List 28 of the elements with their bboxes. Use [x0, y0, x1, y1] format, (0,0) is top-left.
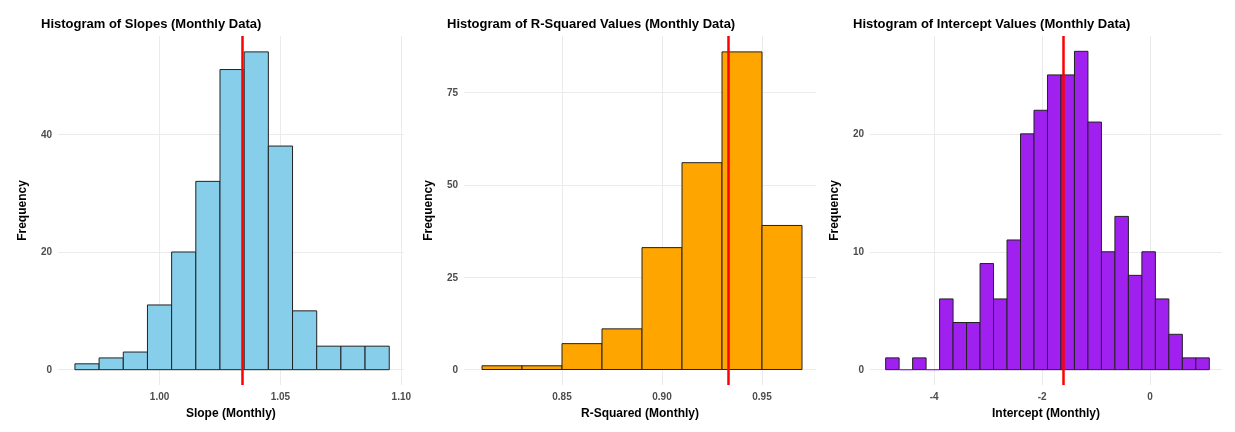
y-tick-label: 10 — [852, 246, 865, 258]
chart-title: Histogram of Intercept Values (Monthly Data) — [853, 16, 1131, 31]
y-axis-title: Frequency — [421, 179, 435, 241]
x-tick-label: 0.90 — [652, 390, 673, 402]
x-axis-title: Intercept (Monthly) — [992, 406, 1100, 420]
x-tick-label: 1.10 — [391, 390, 412, 402]
y-tick-label: 50 — [446, 179, 459, 191]
y-tick-label: 20 — [852, 128, 865, 140]
y-tick-label: 0 — [858, 364, 865, 376]
x-tick-label: -4 — [929, 390, 940, 402]
y-tick-label: 0 — [452, 363, 459, 375]
x-tick-label: 0.95 — [752, 390, 773, 402]
x-tick-label: 0 — [1147, 390, 1154, 402]
x-axis-title: R-Squared (Monthly) — [581, 406, 699, 420]
y-tick-label: 75 — [446, 87, 459, 98]
y-axis-title: Frequency — [15, 179, 29, 241]
y-tick-label: 20 — [40, 246, 53, 258]
x-tick-label: 0.85 — [552, 390, 573, 402]
chart-title: Histogram of R-Squared Values (Monthly Data) — [447, 16, 736, 31]
x-tick-label: 1.05 — [270, 390, 291, 402]
chart-title: Histogram of Slopes (Monthly Data) — [41, 16, 262, 31]
y-tick-label: 25 — [446, 271, 459, 283]
y-tick-label: 40 — [40, 128, 53, 140]
x-tick-label: 1.00 — [149, 390, 170, 402]
y-tick-label: 0 — [46, 364, 53, 376]
y-axis-title: Frequency — [827, 179, 841, 241]
x-tick-label: -2 — [1037, 390, 1047, 402]
x-axis-title: Slope (Monthly) — [185, 406, 276, 420]
